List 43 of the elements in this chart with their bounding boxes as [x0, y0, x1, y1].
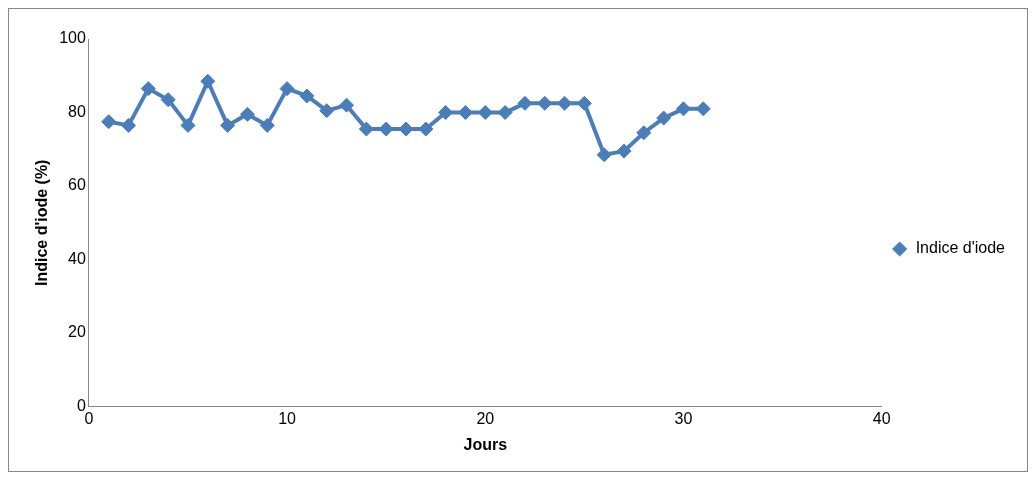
point — [557, 95, 573, 111]
point — [497, 105, 513, 121]
point — [358, 121, 374, 137]
y-tick-label: 40 — [68, 249, 86, 267]
point — [160, 92, 176, 108]
y-tick-label: 0 — [76, 397, 86, 415]
point — [140, 81, 156, 97]
point — [438, 105, 454, 121]
x-tick-label: 30 — [674, 409, 693, 427]
x-tick-label: 40 — [872, 409, 891, 427]
point — [695, 101, 711, 117]
point — [299, 88, 315, 104]
y-tick-label: 20 — [68, 323, 86, 341]
y-tick-label: 60 — [68, 176, 86, 194]
point — [339, 97, 355, 113]
legend-label: Indice d'iode — [915, 239, 1006, 257]
point — [101, 114, 117, 130]
point — [220, 117, 236, 133]
point — [259, 117, 275, 133]
point — [398, 121, 414, 137]
point — [279, 81, 295, 97]
point — [180, 117, 196, 133]
point — [239, 106, 255, 122]
point — [319, 103, 335, 119]
point — [636, 125, 652, 141]
y-tick-label: 100 — [59, 29, 86, 47]
point — [200, 73, 216, 89]
point — [477, 105, 493, 121]
y-tick-label: 80 — [68, 102, 86, 120]
x-tick-label: 10 — [278, 409, 297, 427]
point — [537, 95, 553, 111]
point — [596, 147, 612, 163]
point — [121, 117, 137, 133]
point — [457, 105, 473, 121]
point — [656, 110, 672, 126]
point — [675, 101, 691, 117]
point — [616, 143, 632, 159]
point — [517, 95, 533, 111]
y-axis-title: Indice d'iode (%) — [33, 159, 51, 287]
x-tick-label: 20 — [476, 409, 495, 427]
point — [418, 121, 434, 137]
x-axis-title: Jours — [463, 435, 508, 453]
point — [576, 95, 592, 111]
